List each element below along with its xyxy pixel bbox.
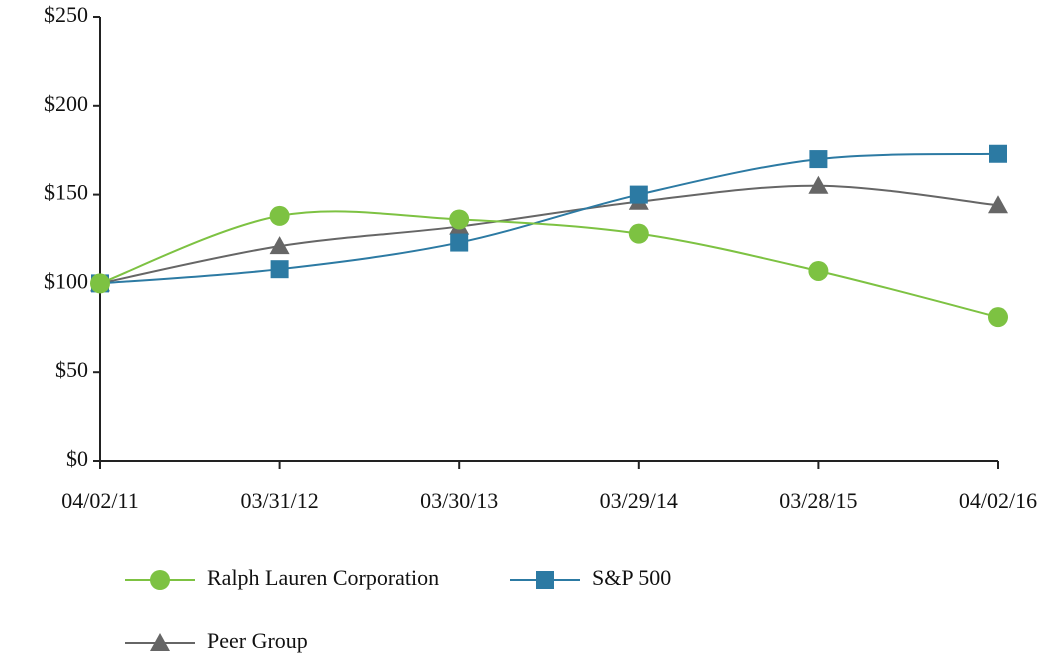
data-point [90,273,110,294]
legend-label: Peer Group [207,628,308,653]
data-point [988,195,1008,214]
legend-marker [150,570,170,590]
y-tick-label: $100 [44,268,88,293]
data-point [269,236,290,255]
x-tick-label: 04/02/16 [959,488,1037,513]
y-tick-label: $150 [44,180,88,205]
x-tick-label: 03/30/13 [420,488,498,513]
data-point [989,144,1007,163]
y-tick-label: $0 [66,446,88,471]
data-point [808,260,829,281]
data-point [808,175,829,194]
data-point [809,150,828,169]
legend-label: S&P 500 [592,565,671,590]
data-point [269,205,290,226]
series-line [99,184,999,285]
data-point [629,185,648,204]
legend-label: Ralph Lauren Corporation [207,565,439,590]
x-tick-label: 03/29/14 [600,488,678,513]
y-tick-label: $200 [44,91,88,116]
series-line [99,152,999,285]
data-point [449,209,470,230]
data-point [270,260,289,279]
x-tick-label: 03/28/15 [779,488,857,513]
data-point [450,233,469,252]
series-line [99,210,999,319]
x-tick-label: 03/31/12 [240,488,318,513]
legend-marker [536,571,554,589]
x-tick-label: 04/02/11 [61,488,138,513]
data-point [628,223,649,244]
data-point [988,307,1008,328]
y-tick-label: $250 [44,2,88,27]
y-tick-label: $50 [55,357,88,382]
legend-marker [150,633,170,651]
